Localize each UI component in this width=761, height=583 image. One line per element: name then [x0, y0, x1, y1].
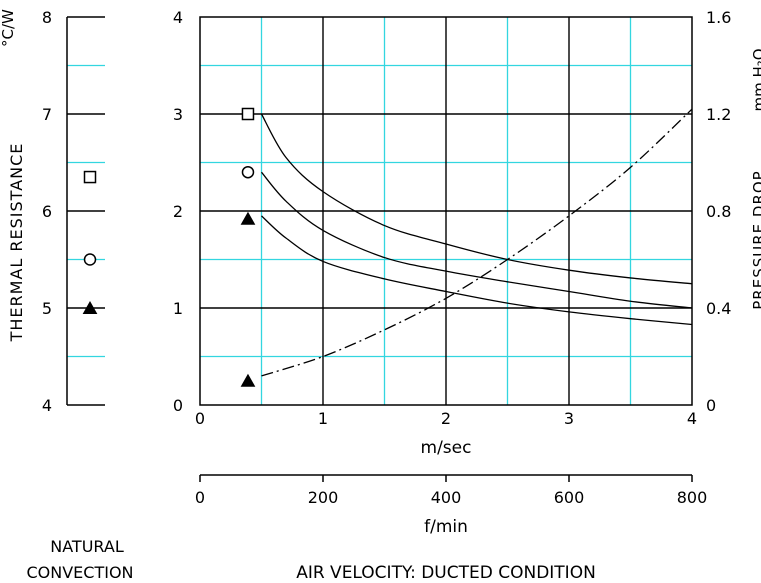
- series-lines: [260, 108, 693, 377]
- left-marker-circle: [83, 253, 97, 266]
- natural-convection-panel: 4 5 6 7 8 °C/W THERMAL RESISTANCE NATURAL CO…: [0, 8, 134, 582]
- series-line-triangle-thermal-resistance: [261, 215, 693, 326]
- secondary-x-axis: 0 200 400 600 800 f/min: [195, 474, 707, 537]
- secondary-x-tick-label: 600: [554, 488, 585, 507]
- left-y-tick-label: 7: [42, 105, 52, 124]
- secondary-x-tick-label: 0: [195, 488, 205, 507]
- right-y-tick-label: 1.6: [706, 8, 731, 27]
- secondary-x-tick-label: 200: [308, 488, 339, 507]
- left-marker-square: [83, 170, 97, 184]
- left-y-tick-label: 5: [42, 299, 52, 318]
- left-y-tick-label: 4: [173, 8, 183, 27]
- secondary-x-tick-label: 800: [677, 488, 708, 507]
- x-tick-label: 2: [441, 409, 451, 428]
- series-marker-triangle: [240, 373, 256, 387]
- right-y-unit: mm H₂O: [750, 48, 761, 111]
- series-markers: [240, 107, 256, 387]
- secondary-x-ticks: 0 200 400 600 800: [195, 475, 707, 507]
- left-panel-y-tick-labels: 4 5 6 7 8: [42, 8, 52, 415]
- left-y-tick-label: 6: [42, 202, 52, 221]
- x-tick-label: 3: [564, 409, 574, 428]
- x-tick-label: 1: [318, 409, 328, 428]
- natural-caption-line-2: CONVECTION: [26, 563, 133, 582]
- series-line-square-thermal-resistance: [260, 113, 693, 285]
- left-y-tick-label: 8: [42, 8, 52, 27]
- left-y-unit: °C/W: [0, 9, 17, 47]
- right-y-tick-label: 0.4: [706, 299, 731, 318]
- plot-frame: [199, 16, 693, 406]
- secondary-x-tick-label: 400: [431, 488, 462, 507]
- left-panel-major-grid: [67, 16, 105, 406]
- left-y-tick-label: 0: [173, 396, 183, 415]
- series-line-triangle-pressure-drop: [261, 108, 693, 377]
- left-panel-markers: [82, 170, 98, 314]
- right-y-tick-label: 0.8: [706, 202, 731, 221]
- natural-caption-line-1: NATURAL: [50, 537, 124, 556]
- series-line-circle-thermal-resistance: [261, 171, 693, 309]
- ducted-caption: AIR VELOCITY: DUCTED CONDITION: [296, 563, 596, 583]
- left-panel-minor-grid: [67, 64, 105, 358]
- x-tick-label: 0: [195, 409, 205, 428]
- left-y-axis-label: THERMAL RESISTANCE: [7, 143, 26, 343]
- right-y-tick-label: 1.2: [706, 105, 731, 124]
- ducted-panel: 0 1 2 3 4 0 1 2 3 4 0 0.4 0.8 1.2 1.6 m/sec PRESSURE…: [173, 8, 761, 458]
- series-marker-circle: [241, 165, 255, 179]
- x-tick-labels: 0 1 2 3 4: [195, 409, 697, 428]
- main-major-grid: [200, 17, 692, 405]
- x-axis-label: m/sec: [421, 438, 472, 458]
- right-y-tick-label: 0: [706, 396, 716, 415]
- left-y-tick-label: 2: [173, 202, 183, 221]
- left-marker-triangle: [82, 300, 98, 314]
- right-y-tick-labels: 0 0.4 0.8 1.2 1.6: [706, 8, 731, 415]
- secondary-x-axis-label: f/min: [424, 517, 468, 537]
- left-y-tick-label: 3: [173, 105, 183, 124]
- series-marker-triangle: [240, 211, 256, 225]
- x-tick-label: 4: [687, 409, 697, 428]
- left-y-tick-label: 1: [173, 299, 183, 318]
- left-y-tick-label: 4: [42, 396, 52, 415]
- left-y-tick-labels: 0 1 2 3 4: [173, 8, 183, 415]
- series-marker-square: [241, 107, 255, 121]
- right-y-axis-label: PRESSURE DROP: [750, 170, 761, 309]
